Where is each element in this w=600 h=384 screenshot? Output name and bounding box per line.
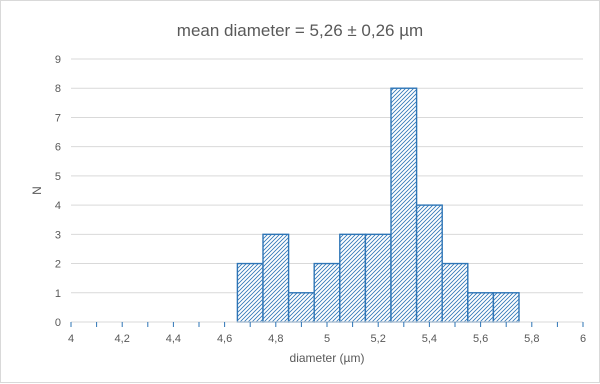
x-tick-label: 5,6 [473, 333, 488, 345]
y-tick-label: 6 [55, 142, 61, 154]
chart-title: mean diameter = 5,26 ± 0,26 µm [176, 21, 424, 40]
x-axis-title: diameter (µm) [290, 351, 365, 365]
y-tick-label: 4 [55, 200, 61, 212]
x-tick-label: 4,6 [217, 333, 232, 345]
axes: 0 1 2 3 4 5 6 7 8 9 4 4,2 4,4 4,6 4,8 5 5,2 5,4 5,6 5,8 6 [55, 54, 586, 345]
x-tick-label: 4 [68, 333, 74, 345]
histogram-bar-3 [313, 262, 341, 323]
histogram-bars [236, 87, 520, 323]
grid-lines [71, 58, 583, 294]
x-tick-label: 5,4 [422, 333, 437, 345]
x-tick-label: 5,2 [371, 333, 386, 345]
histogram-bar-9 [467, 292, 495, 323]
histogram-bar-4 [339, 233, 367, 323]
y-tick-label: 1 [55, 288, 61, 300]
x-tick-label: 4,8 [268, 333, 283, 345]
histogram-bar-8 [441, 262, 469, 323]
x-tick-label: 5,8 [524, 333, 539, 345]
y-tick-label: 9 [55, 54, 61, 66]
x-tick-label: 4,4 [166, 333, 181, 345]
histogram-bar-7 [415, 204, 443, 323]
histogram-bar-5 [364, 233, 392, 323]
y-tick-label: 3 [55, 229, 61, 241]
y-tick-label: 2 [55, 259, 61, 271]
y-tick-label: 5 [55, 171, 61, 183]
x-tick-label: 4,2 [115, 333, 130, 345]
y-tick-label: 0 [55, 317, 61, 329]
histogram-bar-1 [262, 233, 290, 323]
histogram-bar-6 [390, 87, 418, 323]
histogram-bar-0 [236, 262, 264, 323]
x-tick-label: 6 [580, 333, 586, 345]
y-tick-label: 7 [55, 112, 61, 124]
x-tick-label: 5 [324, 333, 330, 345]
histogram-bar-10 [492, 292, 520, 323]
y-tick-label: 8 [55, 83, 61, 95]
y-axis-title: N [30, 186, 44, 195]
histogram-bar-2 [287, 292, 315, 323]
